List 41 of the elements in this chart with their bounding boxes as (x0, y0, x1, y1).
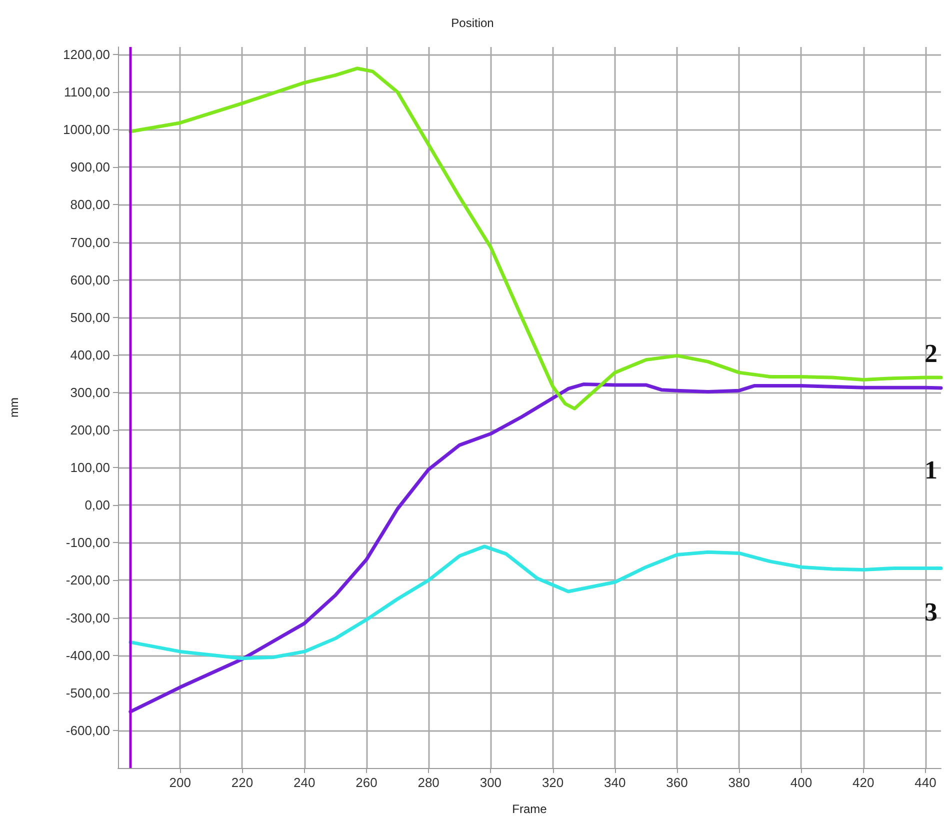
line-series (128, 382, 943, 714)
y-tick-label: 300,00 (70, 384, 110, 400)
y-tick-label: 700,00 (70, 234, 110, 250)
y-tick-label: -300,00 (66, 610, 110, 626)
line-series (128, 66, 943, 410)
y-tick-label: -600,00 (66, 722, 110, 738)
x-tick-label: 340 (604, 775, 626, 790)
y-tick-label: 0,00 (84, 498, 110, 513)
text: 1 (924, 455, 938, 484)
x-tick-label: 260 (356, 775, 378, 790)
y-tick-label: -200,00 (66, 572, 110, 588)
y-tick-label: 500,00 (70, 310, 110, 325)
x-tick-label: 300 (480, 775, 502, 790)
y-tick-label: 1000,00 (63, 122, 110, 138)
y-tick-label: 200,00 (70, 422, 110, 438)
x-tick-label: 240 (293, 775, 316, 790)
line-series (128, 544, 943, 660)
y-tick-label: 100,00 (70, 460, 110, 476)
x-tick-label: 400 (790, 775, 812, 790)
x-tick-label: 200 (169, 775, 191, 790)
series-label: 2 (924, 338, 938, 368)
x-tick-label: 220 (231, 775, 254, 790)
x-tick-label: 440 (914, 775, 936, 790)
y-tick-label: 400,00 (70, 347, 110, 362)
y-tick-label: 600,00 (70, 272, 110, 288)
chart-title: Position (451, 16, 494, 30)
y-tick-label: 900,00 (70, 160, 110, 175)
x-tick-label: 420 (852, 775, 874, 790)
x-tick-label: 280 (418, 775, 440, 790)
series-label: 3 (924, 598, 938, 627)
y-tick-label: -400,00 (66, 648, 110, 663)
y-tick-label: 1200,00 (63, 47, 110, 62)
x-tick-label: 320 (542, 775, 564, 790)
x-tick-label: 380 (728, 775, 750, 790)
y-tick-label: 800,00 (70, 197, 110, 212)
y-tick-label: -500,00 (66, 685, 110, 700)
y-tick-label: 1100,00 (64, 84, 110, 100)
x-axis-title: Frame (512, 802, 548, 816)
y-axis-title: mm (7, 398, 21, 418)
x-tick-label: 360 (666, 775, 688, 790)
y-tick-label: -100,00 (66, 535, 110, 550)
